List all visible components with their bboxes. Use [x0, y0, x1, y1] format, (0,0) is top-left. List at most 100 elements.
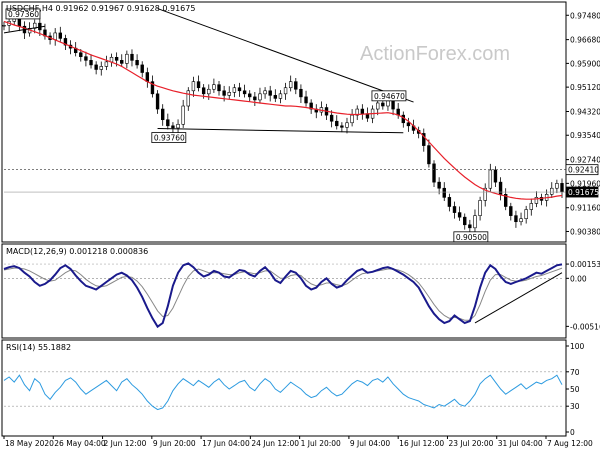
- price-candle: [191, 81, 196, 92]
- price-candle: [125, 53, 129, 64]
- macd-panel-frame: [1, 243, 567, 339]
- price-candle: [176, 123, 180, 129]
- x-tick-label: 2 Jun 12:00: [104, 439, 147, 448]
- price-candle: [350, 114, 354, 124]
- price-candle: [171, 125, 175, 129]
- price-candle: [196, 81, 201, 89]
- price-candle: [273, 95, 278, 99]
- price-candle: [53, 32, 57, 40]
- x-tick-label: 24 Jun 12:00: [251, 439, 299, 448]
- price-candle: [560, 183, 564, 193]
- price-tick-label: 0.97480: [570, 11, 600, 20]
- x-axis: 18 May 2020 26 May 04:002 Jun 12:00 9 Jun …: [3, 436, 593, 448]
- price-candle: [283, 87, 288, 95]
- macd-trendline: [474, 272, 563, 324]
- price-candle: [478, 200, 482, 216]
- price-candle: [376, 102, 380, 110]
- price-candle: [79, 52, 83, 57]
- price-candle: [468, 224, 472, 229]
- price-candle: [309, 102, 313, 110]
- price-candle: [89, 60, 93, 66]
- price-trendline: [157, 8, 414, 103]
- price-annotation-label: 0.90500: [456, 233, 487, 242]
- price-candle: [166, 119, 170, 127]
- price-candle: [145, 72, 150, 82]
- price-candle: [355, 108, 359, 116]
- rsi-line: [3, 374, 563, 411]
- price-tick-label: 0.93540: [570, 131, 600, 140]
- price-candle: [340, 125, 344, 128]
- price-marker-box: [565, 164, 599, 176]
- price-candle: [427, 145, 431, 165]
- price-candle: [335, 120, 339, 127]
- rsi-panel-frame: [1, 339, 567, 437]
- price-candle: [248, 93, 252, 98]
- price-marker-label: 0.91675: [568, 188, 599, 197]
- x-tick-label: 18 May 2020: [5, 439, 54, 448]
- macd-line: [3, 262, 563, 329]
- price-candle: [360, 108, 365, 114]
- x-tick-label: 7 Aug 12:00: [547, 439, 593, 448]
- price-candle: [488, 169, 493, 189]
- price-candle: [207, 88, 211, 95]
- price-candle: [268, 90, 272, 96]
- price-candle: [217, 84, 221, 92]
- price-annotation-label: 0.93760: [154, 134, 185, 143]
- price-annotation-box: [5, 8, 41, 20]
- rsi-tick-label: 50: [570, 385, 580, 394]
- price-candle: [519, 218, 523, 223]
- price-annotation-box: [371, 90, 407, 102]
- price-annotation-label: 0.94670: [374, 92, 405, 101]
- price-candle: [299, 88, 303, 98]
- macd-tick-label: 0.001532: [570, 260, 600, 269]
- price-candle: [84, 56, 88, 61]
- price-candle: [232, 87, 237, 93]
- price-annotation-box: [453, 231, 489, 243]
- price-trendline: [3, 25, 46, 34]
- price-candle: [452, 206, 457, 213]
- price-candle: [99, 66, 103, 70]
- price-candle: [422, 133, 426, 146]
- price-candle: [114, 56, 119, 61]
- price-candle: [120, 60, 124, 64]
- price-candle: [432, 163, 436, 183]
- price-candle: [212, 84, 216, 90]
- price-candle: [447, 197, 452, 207]
- price-candle: [483, 187, 487, 201]
- macd-tick-label: 0.00: [570, 274, 587, 283]
- price-candle: [237, 87, 242, 92]
- price-title: USDCHF,H4 0.91962 0.91967 0.91628 0.9167…: [6, 4, 195, 13]
- price-candle: [140, 64, 144, 73]
- price-candle: [529, 203, 533, 210]
- price-candle: [509, 206, 513, 216]
- price-candle: [381, 102, 385, 107]
- watermark: ActionForex.com: [360, 43, 510, 65]
- price-tick-label: 0.94320: [570, 107, 600, 116]
- price-candle: [550, 187, 554, 195]
- rsi-tick-label: 30: [570, 402, 580, 411]
- price-candle: [227, 92, 231, 96]
- price-tick-label: 0.96680: [570, 36, 600, 45]
- x-tick-label: 17 Jun 04:00: [202, 439, 250, 448]
- price-tick-label: 0.91160: [570, 204, 600, 213]
- price-candle: [109, 56, 114, 63]
- price-candle: [2, 25, 6, 27]
- price-layer: 0.97480 0.96680 0.95900 0.95120 0.94320 0.935…: [2, 8, 600, 243]
- price-candle: [278, 93, 283, 99]
- price-candle: [442, 187, 446, 198]
- x-tick-label: 9 Jul 04:00: [350, 439, 390, 448]
- price-candle: [263, 90, 267, 95]
- price-candle: [493, 169, 498, 183]
- price-tick-label: 0.95900: [570, 59, 600, 68]
- price-candle: [406, 122, 411, 127]
- price-panel-frame: [1, 1, 567, 243]
- price-candle: [242, 90, 247, 95]
- price-annotation-box: [151, 132, 187, 143]
- price-candle: [253, 96, 257, 101]
- x-tick-label: 31 Jul 04:00: [498, 439, 543, 448]
- price-tick-label: 0.90380: [570, 227, 600, 236]
- price-candle: [94, 64, 98, 70]
- price-annotation-label: 0.97360: [8, 10, 39, 19]
- x-tick-label: 9 Jun 20:00: [153, 439, 196, 448]
- price-candle: [104, 61, 109, 67]
